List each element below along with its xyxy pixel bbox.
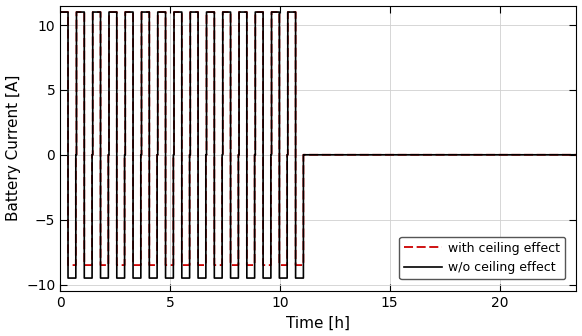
with ceiling effect	[260, 263, 267, 267]
with ceiling effect	[573, 153, 580, 157]
with ceiling effect	[260, 10, 267, 14]
w/o ceiling effect	[211, 10, 218, 14]
with ceiling effect	[211, 10, 218, 14]
w/o ceiling effect	[65, 276, 72, 280]
with ceiling effect	[268, 153, 275, 157]
with ceiling effect	[243, 263, 250, 267]
Line: with ceiling effect: with ceiling effect	[60, 12, 576, 265]
w/o ceiling effect	[56, 10, 63, 14]
w/o ceiling effect	[260, 10, 267, 14]
w/o ceiling effect	[573, 153, 580, 157]
with ceiling effect	[56, 10, 63, 14]
w/o ceiling effect	[260, 276, 267, 280]
w/o ceiling effect	[243, 276, 250, 280]
Legend: with ceiling effect, w/o ceiling effect: with ceiling effect, w/o ceiling effect	[399, 237, 565, 279]
Y-axis label: Battery Current [A]: Battery Current [A]	[6, 75, 20, 221]
w/o ceiling effect	[268, 153, 275, 157]
X-axis label: Time [h]: Time [h]	[286, 316, 350, 330]
w/o ceiling effect	[252, 10, 259, 14]
with ceiling effect	[65, 263, 72, 267]
Line: w/o ceiling effect: w/o ceiling effect	[60, 12, 576, 278]
with ceiling effect	[252, 10, 259, 14]
